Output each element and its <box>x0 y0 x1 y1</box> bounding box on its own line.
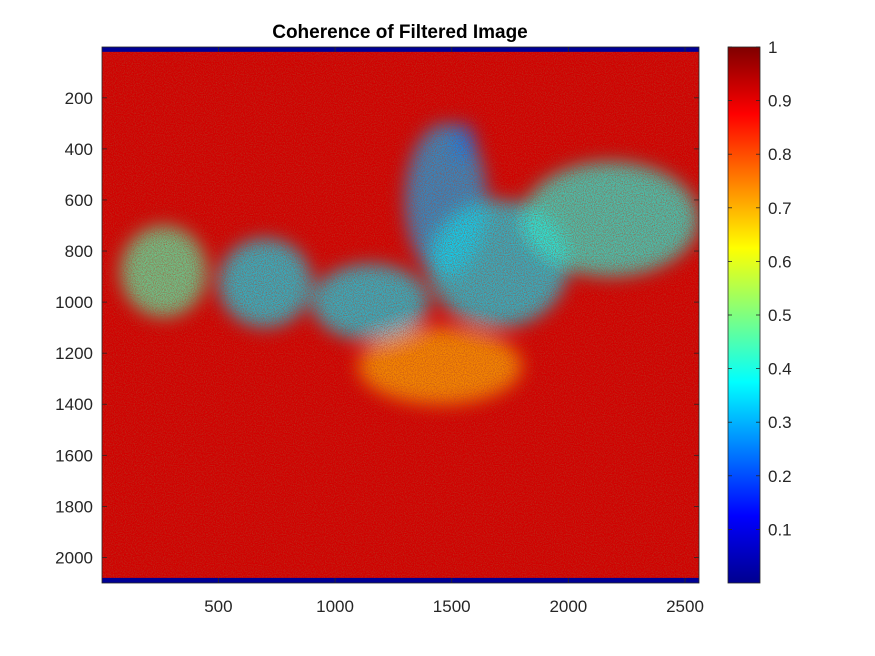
chart-title: Coherence of Filtered Image <box>272 22 528 43</box>
y-tick-label: 2000 <box>55 548 93 567</box>
colorbar-tick-label: 0.1 <box>768 520 792 539</box>
colorbar-tick-label: 0.2 <box>768 467 792 486</box>
axes-box <box>101 46 700 584</box>
y-axis: 200 400 600 800 1000 1200 1400 1600 1800 2000 <box>55 89 699 567</box>
x-tick-label: 1000 <box>316 597 354 616</box>
colorbar: 0.1 0.2 0.3 0.4 0.5 0.6 0.7 0.8 0.9 1 <box>727 38 792 584</box>
colorbar-tick-label: 0.5 <box>768 306 792 325</box>
x-axis: 500 1000 1500 2000 2500 <box>204 47 704 616</box>
y-tick-label: 1800 <box>55 497 93 516</box>
y-tick-label: 1600 <box>55 446 93 465</box>
heatmap-image <box>102 47 699 583</box>
y-tick-label: 200 <box>65 89 93 108</box>
y-tick-label: 1400 <box>55 395 93 414</box>
colorbar-tick-label: 0.7 <box>768 199 792 218</box>
y-tick-label: 600 <box>65 191 93 210</box>
heatmap-edge-strip-bottom <box>102 577 699 583</box>
x-tick-label: 2500 <box>666 597 704 616</box>
colorbar-tick-label: 0.8 <box>768 145 792 164</box>
heatmap-texture <box>102 47 699 583</box>
y-tick-label: 800 <box>65 242 93 261</box>
heatmap-edge-strip-top <box>102 47 699 52</box>
x-tick-label: 2000 <box>549 597 587 616</box>
y-tick-label: 400 <box>65 140 93 159</box>
y-tick-label: 1200 <box>55 344 93 363</box>
colorbar-gradient <box>727 46 761 584</box>
x-tick-label: 1500 <box>433 597 471 616</box>
colorbar-tick-label: 0.6 <box>768 252 792 271</box>
colorbar-tick-label: 0.3 <box>768 413 792 432</box>
colorbar-tick-label: 0.9 <box>768 92 792 111</box>
colorbar-tick-label: 1 <box>768 38 777 57</box>
colorbar-tick-label: 0.4 <box>768 360 792 379</box>
y-tick-label: 1000 <box>55 293 93 312</box>
x-tick-label: 500 <box>204 597 232 616</box>
